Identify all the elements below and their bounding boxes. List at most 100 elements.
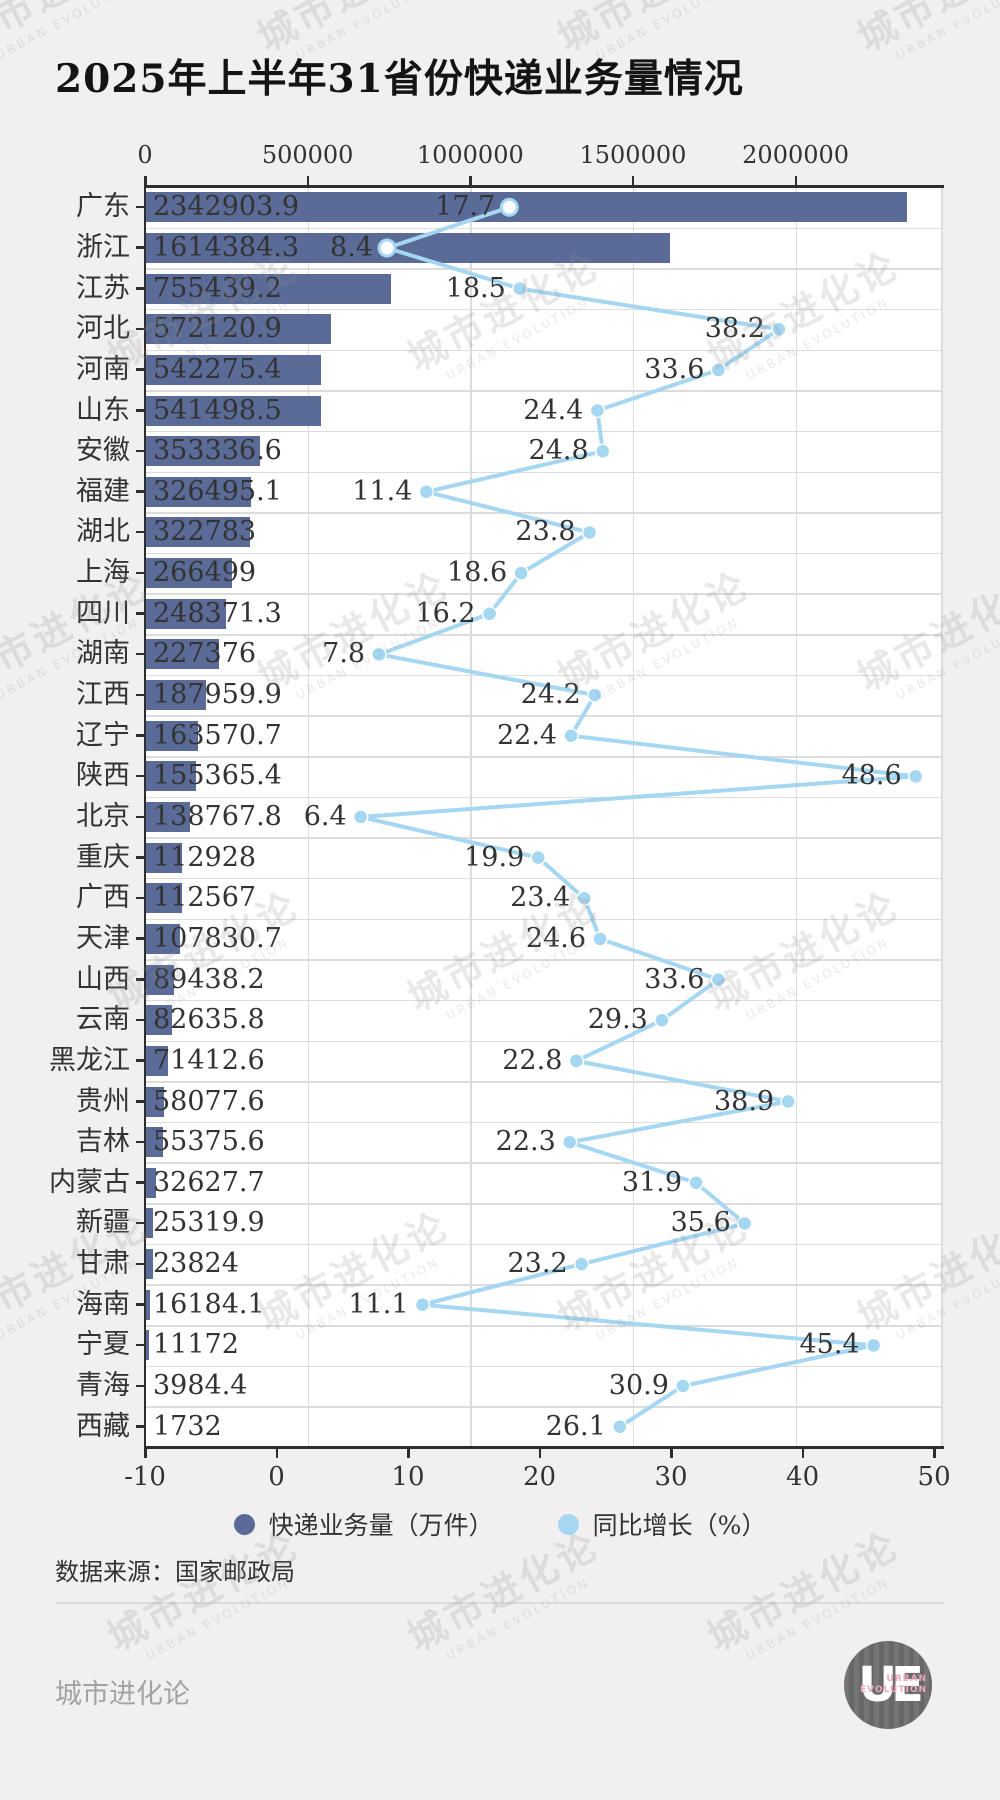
- growth-value-label: 38.9: [713, 1085, 775, 1117]
- category-label: 新疆: [76, 1207, 130, 1239]
- y-axis-tick: [136, 612, 144, 615]
- bar-value-label: 155365.4: [153, 760, 282, 792]
- bar: [145, 395, 322, 426]
- growth-marker: [865, 1337, 882, 1354]
- growth-value-label: 33.6: [644, 963, 705, 995]
- category-label: 云南: [76, 1004, 130, 1036]
- growth-marker: [576, 890, 593, 907]
- bottom-axis-tick: [670, 1447, 673, 1458]
- bar-value-label: 1614384.3: [153, 231, 300, 263]
- y-axis-tick: [136, 1303, 144, 1306]
- category-label: 西藏: [76, 1410, 130, 1442]
- bar-value-label: 353336.6: [153, 435, 282, 467]
- category-label: 陕西: [76, 760, 130, 792]
- bar-value-label: 71412.6: [153, 1044, 265, 1076]
- growth-value-label: 8.4: [330, 231, 373, 263]
- bar: [145, 964, 175, 995]
- bottom-axis-tick-label: 30: [654, 1462, 688, 1492]
- growth-marker: [592, 931, 608, 947]
- bar-value-label: 541498.5: [153, 394, 282, 426]
- category-label: 河南: [76, 353, 130, 385]
- growth-value-label: 11.4: [352, 475, 413, 507]
- growth-marker: [612, 1418, 628, 1435]
- logo-subtext-line1: URBAN: [886, 1674, 927, 1684]
- bar: [145, 761, 196, 792]
- category-label: 山西: [76, 963, 130, 995]
- growth-value-label: 31.9: [621, 1166, 683, 1198]
- ue-logo: UE URBAN EVOLUTION: [844, 1641, 932, 1729]
- bar-value-label: 3984.4: [153, 1370, 248, 1402]
- legend-item-volume: 快递业务量（万件）: [233, 1506, 494, 1542]
- growth-marker: [414, 1296, 431, 1313]
- y-axis-tick: [136, 652, 144, 656]
- growth-marker: [573, 1256, 590, 1272]
- growth-marker: [710, 971, 727, 988]
- logo-letters: UE: [858, 1657, 924, 1713]
- growth-marker: [512, 280, 528, 297]
- logo-subtext-line2: EVOLUTION: [860, 1685, 927, 1695]
- legend: 快递业务量（万件） 同比增长（%）: [0, 1506, 1000, 1542]
- bar-value-label: 112567: [153, 882, 257, 914]
- category-label: 安徽: [76, 435, 130, 467]
- y-axis-tick: [136, 490, 144, 493]
- category-label: 天津: [76, 922, 130, 954]
- bar-value-label: 266499: [153, 557, 257, 589]
- bar-value-label: 23824: [153, 1248, 239, 1280]
- growth-marker: [418, 484, 435, 500]
- bar: [145, 680, 207, 711]
- growth-value-label: 22.4: [496, 719, 558, 751]
- gridline-horizontal: [145, 512, 942, 514]
- bottom-axis-tick-label: 10: [391, 1462, 425, 1492]
- source-note: 数据来源：国家邮政局: [55, 1558, 295, 1586]
- gridline-vertical: [632, 187, 635, 1447]
- bar-value-label: 55375.6: [153, 1126, 265, 1158]
- growth-marker: [907, 768, 924, 785]
- top-axis-tick: [631, 176, 635, 187]
- top-axis-tick: [144, 176, 147, 187]
- gridline-horizontal: [145, 268, 942, 270]
- y-axis-tick: [136, 693, 144, 697]
- bar-value-label: 82635.8: [153, 1004, 265, 1036]
- growth-value-label: 18.5: [445, 272, 506, 304]
- growth-marker: [581, 524, 598, 541]
- bar: [145, 842, 182, 873]
- category-label: 青海: [76, 1370, 130, 1402]
- bar: [145, 1167, 156, 1198]
- top-axis-tick: [306, 176, 310, 187]
- y-axis-tick: [136, 205, 144, 209]
- growth-marker: [589, 402, 606, 419]
- bar: [145, 314, 332, 345]
- y-axis-tick: [136, 409, 144, 412]
- bar-value-label: 326495.1: [153, 475, 282, 507]
- growth-value-label: 45.4: [799, 1329, 860, 1361]
- bar: [145, 1005, 172, 1036]
- growth-marker: [771, 321, 787, 338]
- category-label: 江西: [76, 679, 130, 711]
- category-label: 上海: [76, 557, 130, 589]
- category-label: 北京: [76, 801, 130, 832]
- growth-value-label: 7.8: [322, 638, 366, 670]
- bar-value-label: 25319.9: [153, 1207, 265, 1239]
- category-label: 山东: [76, 394, 130, 426]
- y-axis-tick: [136, 1262, 144, 1266]
- category-label: 海南: [76, 1288, 130, 1320]
- growth-marker: [562, 1134, 578, 1150]
- growth-value-label: 23.2: [507, 1248, 568, 1280]
- gridline-horizontal: [145, 227, 942, 230]
- bottom-axis-tick: [933, 1447, 936, 1458]
- growth-marker: [352, 809, 369, 825]
- growth-value-label: 16.2: [415, 597, 476, 629]
- bottom-axis-tick: [538, 1447, 542, 1458]
- growth-value-label: 17.7: [435, 191, 496, 223]
- growth-value-label: 48.6: [841, 760, 902, 792]
- gridline-vertical: [795, 187, 798, 1447]
- gridline-horizontal: [145, 1081, 942, 1083]
- y-axis-tick: [136, 571, 144, 575]
- top-axis-spine: [144, 185, 944, 188]
- growth-marker: [377, 238, 397, 258]
- logo-subtext: URBAN EVOLUTION: [860, 1674, 927, 1696]
- legend-swatch-growth: [557, 1513, 579, 1535]
- growth-value-label: 19.9: [464, 841, 525, 873]
- growth-marker: [530, 849, 546, 866]
